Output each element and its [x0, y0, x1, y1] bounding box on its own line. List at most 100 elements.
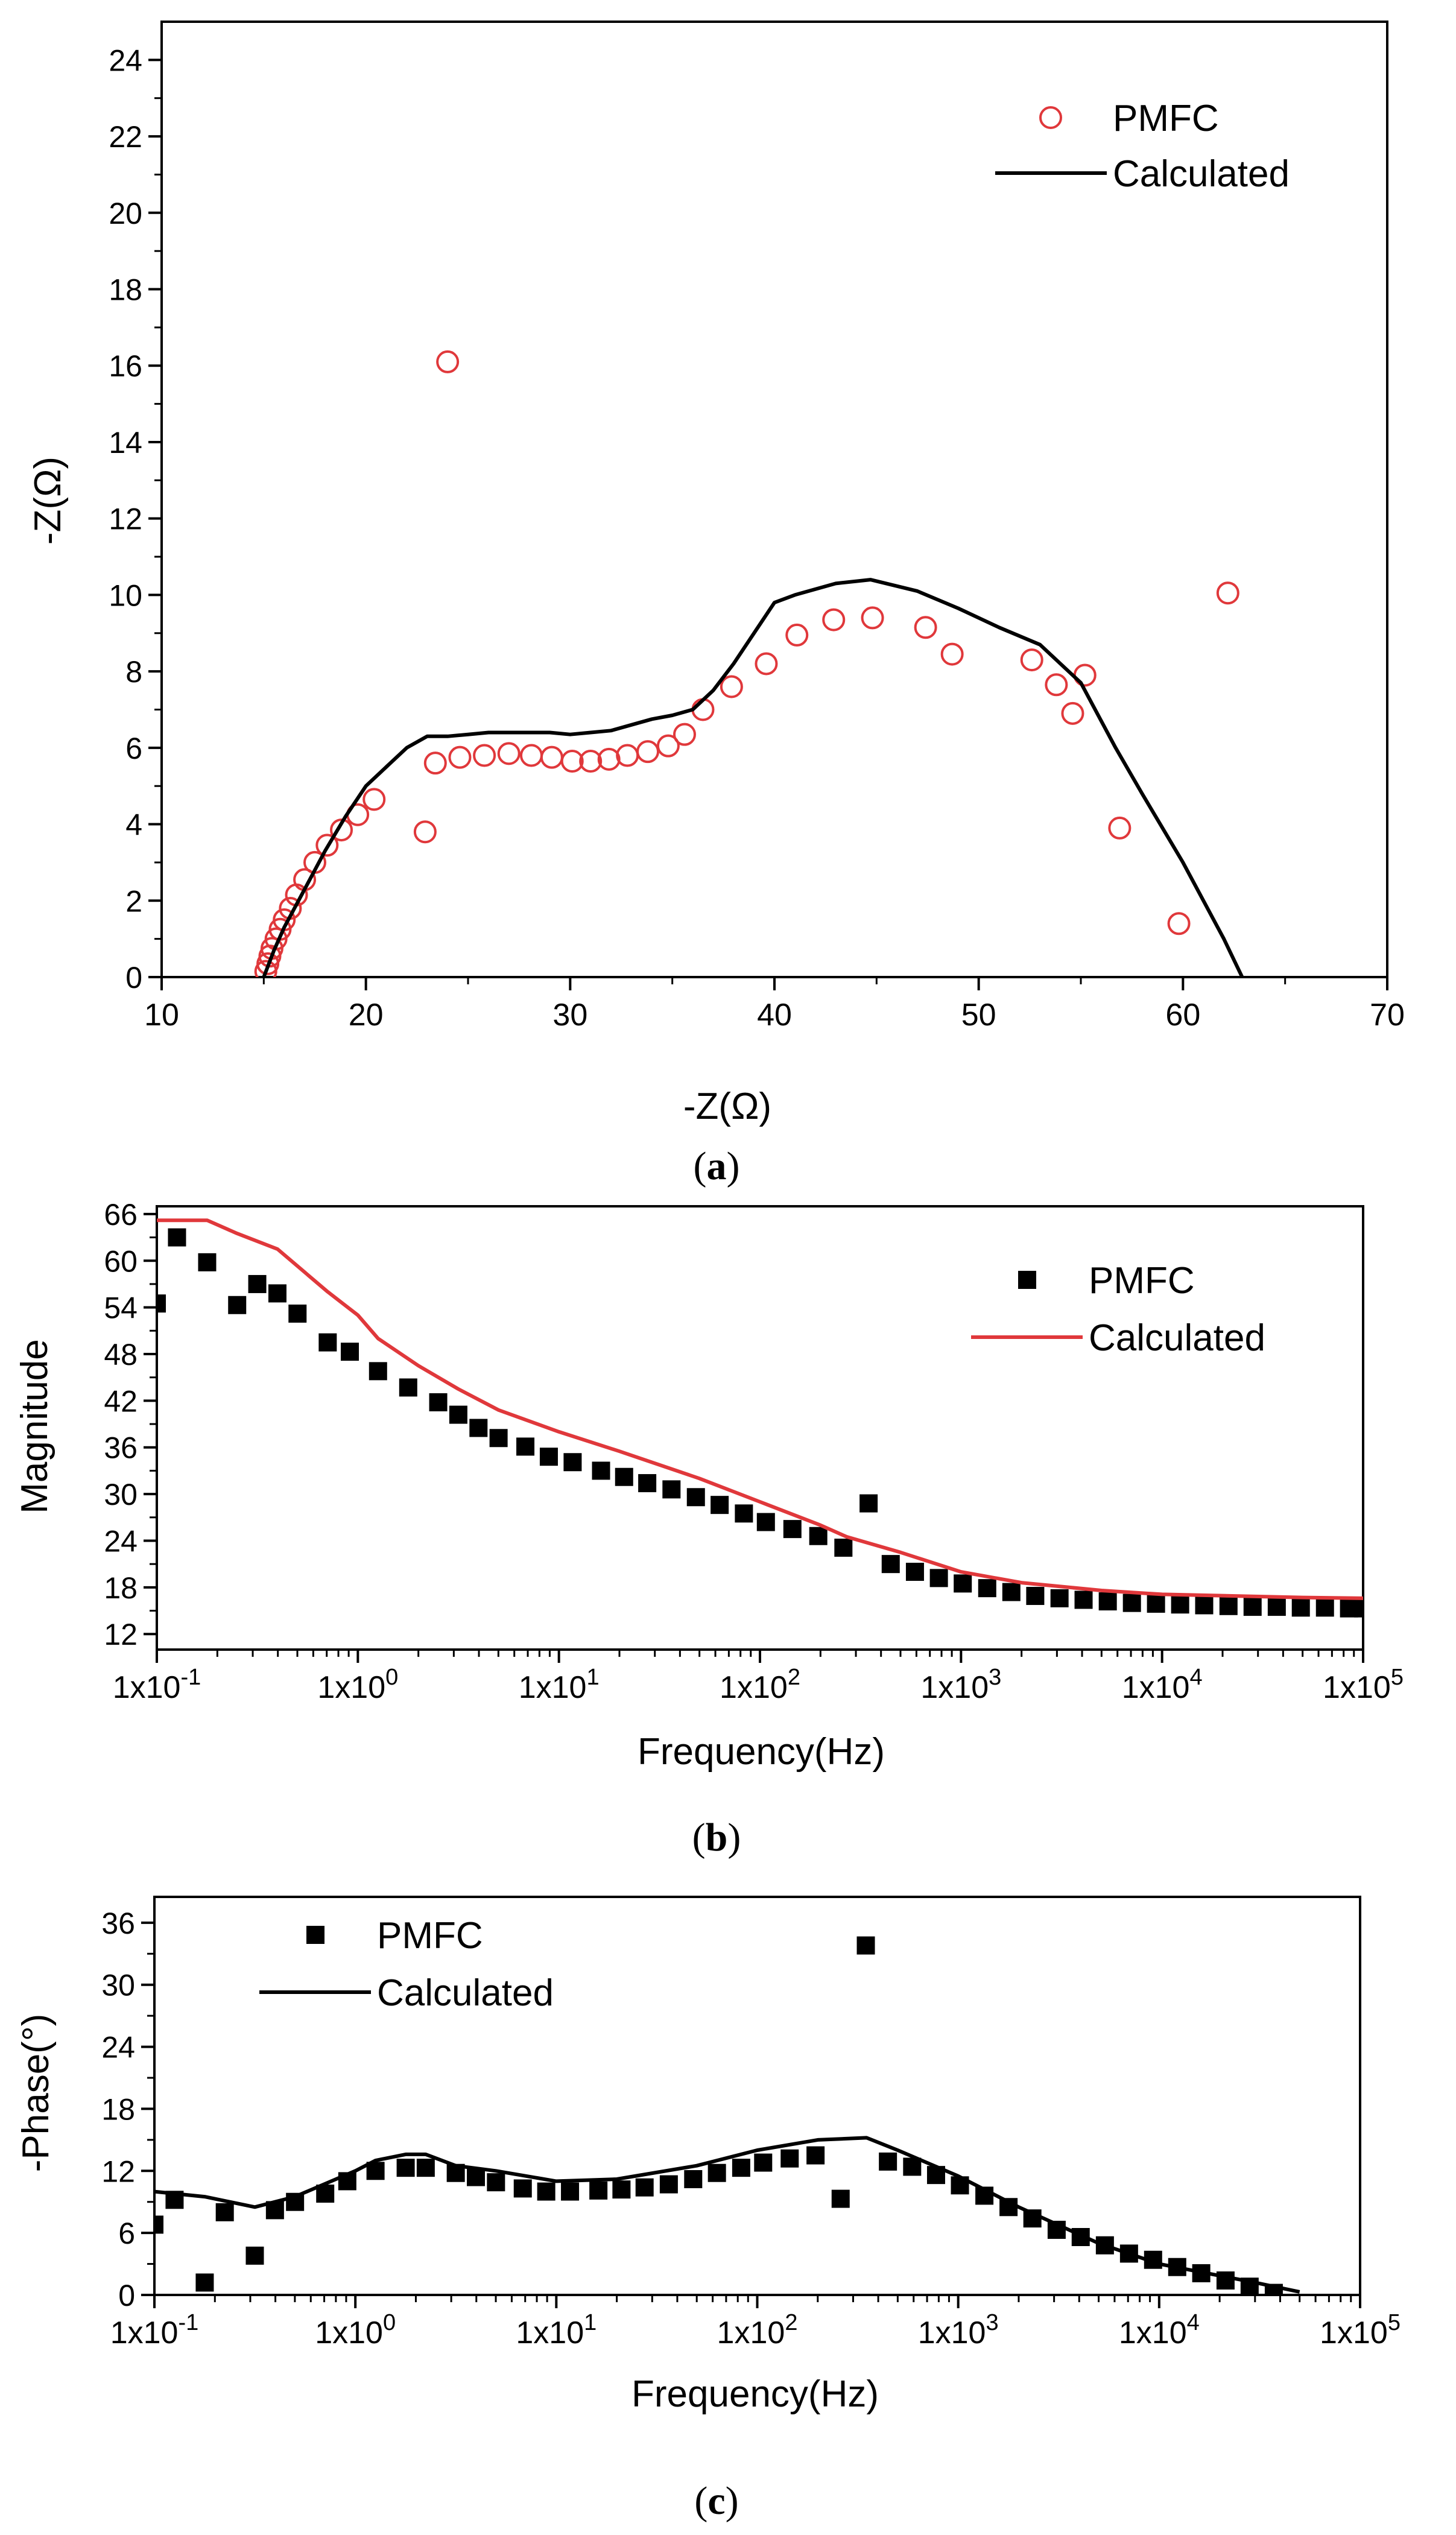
data-point [732, 2159, 750, 2177]
data-point [540, 745, 563, 769]
data-point [436, 350, 460, 373]
x-tick-label: 1x10-1 [113, 1665, 201, 1705]
y-tick-label: 54 [104, 1291, 138, 1325]
data-point [423, 752, 447, 775]
data-point [929, 1569, 948, 1587]
data-point [711, 1496, 729, 1514]
data-point [489, 1429, 508, 1448]
y-tick-label: 14 [109, 426, 142, 460]
legend-label: PMFC [1089, 1260, 1195, 1302]
y-tick-label: 4 [125, 808, 142, 842]
data-point [861, 606, 884, 630]
data-point [168, 1228, 186, 1247]
data-point [684, 2170, 703, 2188]
y-tick-label: 30 [101, 1969, 135, 2002]
data-point [1315, 1598, 1334, 1617]
x-tick-label: 1x100 [317, 1665, 398, 1705]
data-point [1074, 1590, 1093, 1609]
data-point [616, 744, 639, 767]
data-point [1219, 1597, 1238, 1615]
x-tick-label: 1x100 [315, 2310, 396, 2350]
data-point [656, 734, 680, 758]
series-line-calculated [262, 578, 1244, 977]
data-point [879, 2152, 897, 2171]
legend-square-marker [1018, 1271, 1036, 1289]
y-tick-label: 36 [101, 1907, 135, 1940]
data-point [288, 1304, 307, 1323]
x-tick-label: 1x103 [920, 1665, 1001, 1705]
y-tick-label: 20 [109, 197, 142, 230]
data-point [612, 2180, 631, 2199]
y-tick-label: 2 [125, 884, 142, 918]
plot-frame [153, 1896, 1361, 2296]
panel-caption: (b) [692, 1815, 741, 1859]
y-axis-title: -Z(Ω) [27, 457, 69, 545]
panel-a: 10 20 30 40 50 60 70024681012141618202224-Z(Ω)… [27, 21, 1405, 1188]
x-tick-label: 1x103 [918, 2310, 999, 2350]
y-tick-label: 42 [104, 1384, 138, 1418]
y-tick-label: 36 [104, 1431, 138, 1465]
data-point [756, 1513, 775, 1531]
data-point [245, 2246, 264, 2265]
data-point [1002, 1583, 1021, 1601]
data-point [157, 1294, 166, 1313]
data-point [1216, 581, 1239, 605]
data-point [449, 1405, 467, 1424]
data-point [228, 1296, 247, 1314]
data-point [516, 1437, 535, 1456]
data-point [780, 2149, 799, 2168]
data-point [467, 2168, 486, 2186]
data-point [315, 834, 339, 857]
y-tick-label: 12 [101, 2154, 135, 2188]
x-tick-label: 1x104 [1119, 2310, 1200, 2350]
y-tick-label: 12 [104, 1618, 138, 1651]
data-point [1026, 1587, 1045, 1606]
data-point [1171, 1595, 1189, 1614]
x-tick-label: 40 [757, 998, 792, 1033]
data-point [1061, 701, 1084, 725]
data-point [720, 675, 743, 698]
data-point [1167, 912, 1191, 935]
plot-area [154, 1936, 1300, 2295]
data-point [636, 740, 660, 764]
data-point [856, 1936, 875, 1955]
data-point [448, 745, 472, 769]
data-point [831, 2189, 850, 2208]
legend-label: Calculated [1089, 1317, 1265, 1359]
data-point [1098, 1592, 1117, 1611]
data-point [809, 1527, 828, 1545]
panel-caption-letter: b [706, 1815, 728, 1859]
data-point [537, 2182, 555, 2201]
x-axis-title: Frequency(Hz) [638, 1731, 885, 1773]
data-point [1020, 648, 1043, 672]
y-tick-label: 24 [101, 2031, 135, 2065]
y-tick-label: 0 [118, 2279, 135, 2312]
data-point [589, 2181, 608, 2200]
y-tick-label: 24 [109, 43, 142, 77]
data-point [940, 642, 964, 666]
data-point [597, 747, 621, 771]
data-point [579, 750, 603, 773]
data-point [340, 1343, 359, 1361]
data-point [539, 1448, 558, 1466]
y-tick-label: 0 [125, 961, 142, 995]
data-point [1050, 1589, 1069, 1607]
data-point [369, 1362, 387, 1381]
data-point [497, 742, 521, 765]
y-tick-label: 48 [104, 1338, 138, 1372]
y-tick-label: 18 [101, 2092, 135, 2126]
data-point [914, 616, 937, 639]
x-tick-label: 30 [552, 998, 587, 1033]
data-point [822, 608, 846, 631]
data-point [1122, 1593, 1141, 1612]
data-point [429, 1393, 448, 1411]
data-point [755, 652, 778, 676]
y-tick-label: 18 [104, 1571, 138, 1605]
data-point [399, 1378, 417, 1397]
x-tick-label: 1x105 [1320, 2310, 1401, 2350]
data-point [834, 1539, 853, 1557]
data-point [1045, 673, 1068, 697]
data-point [662, 1480, 681, 1499]
y-tick-label: 6 [118, 2217, 135, 2250]
y-tick-label: 60 [104, 1244, 138, 1278]
